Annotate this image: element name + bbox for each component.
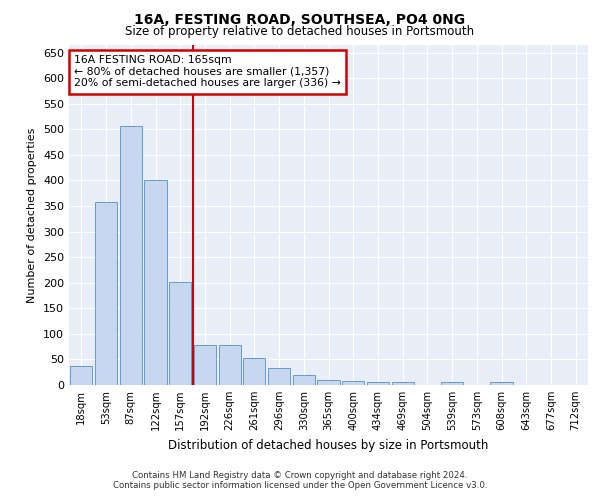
Y-axis label: Number of detached properties: Number of detached properties <box>28 128 37 302</box>
Text: 16A FESTING ROAD: 165sqm
← 80% of detached houses are smaller (1,357)
20% of sem: 16A FESTING ROAD: 165sqm ← 80% of detach… <box>74 55 341 88</box>
Bar <box>145 180 167 385</box>
Bar <box>194 345 216 385</box>
Bar <box>317 380 340 385</box>
X-axis label: Distribution of detached houses by size in Portsmouth: Distribution of detached houses by size … <box>169 438 488 452</box>
Bar <box>392 382 414 385</box>
Bar <box>367 382 389 385</box>
Bar <box>169 282 191 385</box>
Bar <box>243 358 265 385</box>
Bar <box>490 382 512 385</box>
Bar <box>268 368 290 385</box>
Bar <box>119 126 142 385</box>
Bar <box>95 202 117 385</box>
Bar <box>70 366 92 385</box>
Text: 16A, FESTING ROAD, SOUTHSEA, PO4 0NG: 16A, FESTING ROAD, SOUTHSEA, PO4 0NG <box>134 12 466 26</box>
Bar <box>218 345 241 385</box>
Text: Contains HM Land Registry data © Crown copyright and database right 2024.
Contai: Contains HM Land Registry data © Crown c… <box>113 470 487 490</box>
Bar <box>293 375 315 385</box>
Bar <box>441 382 463 385</box>
Text: Size of property relative to detached houses in Portsmouth: Size of property relative to detached ho… <box>125 25 475 38</box>
Bar <box>342 382 364 385</box>
